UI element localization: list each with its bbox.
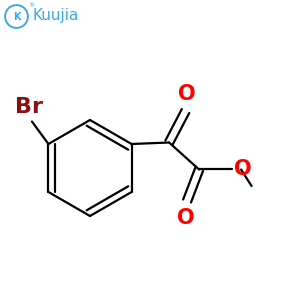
Text: Kuujia: Kuujia xyxy=(32,8,79,23)
Text: O: O xyxy=(177,208,194,228)
Text: O: O xyxy=(178,84,196,104)
Text: K: K xyxy=(13,11,20,22)
Text: O: O xyxy=(234,159,251,179)
Text: Br: Br xyxy=(15,97,43,117)
Text: ®: ® xyxy=(28,3,35,8)
